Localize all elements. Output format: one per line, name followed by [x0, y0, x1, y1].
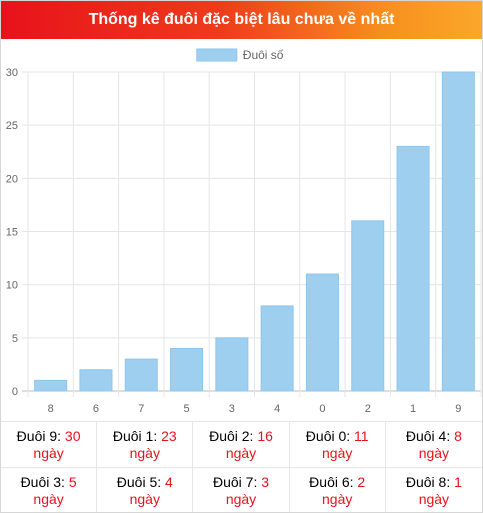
stat-value: 3	[261, 473, 270, 490]
stat-cell: Đuôi 6: 2 ngày	[289, 466, 386, 512]
legend-label: Đuôi số	[243, 48, 284, 62]
stat-unit: ngày	[33, 490, 64, 507]
stat-unit: ngày	[418, 445, 450, 461]
bar-8	[34, 379, 68, 392]
bar-1	[396, 145, 430, 392]
stat-value: 1	[454, 473, 462, 490]
y-tick-label: 0	[12, 386, 18, 398]
stat-unit: ngày	[225, 490, 257, 507]
y-tick-label: 15	[6, 227, 18, 239]
x-tick-label: 8	[48, 403, 54, 415]
y-tick-label: 20	[6, 173, 18, 185]
stat-cell: Đuôi 3: 5 ngày	[1, 466, 98, 512]
stat-value: 23	[161, 428, 177, 444]
stat-unit: ngày	[129, 445, 160, 461]
stat-unit: ngày	[322, 490, 353, 507]
y-tick-label: 5	[12, 333, 18, 345]
y-tick-label: 30	[6, 67, 18, 79]
stat-label: Đuôi 9:	[16, 428, 62, 444]
stat-label: Đuôi 4:	[405, 428, 451, 444]
stat-value: 16	[257, 428, 273, 444]
x-tick-label: 9	[455, 403, 461, 415]
chart-container: 0 5 10 15 20 25 30 8 6 7 5 3 4 0 2 1 9 Đuôi số	[1, 39, 482, 421]
y-tick-label: 10	[6, 280, 18, 292]
stat-label: Đuôi 8:	[405, 473, 451, 490]
bar-4	[260, 305, 294, 392]
bar-5	[170, 347, 204, 392]
stat-cell: Đuôi 0: 11 ngày	[289, 421, 386, 467]
bar-3	[215, 337, 249, 392]
bar-chart: 0 5 10 15 20 25 30 8 6 7 5 3 4 0 2 1 9 Đuôi số	[6, 48, 482, 415]
stat-cell: Đuôi 2: 16 ngày	[193, 421, 290, 467]
x-tick-label: 0	[319, 403, 325, 415]
stat-unit: ngày	[33, 445, 64, 461]
bar-2	[351, 220, 385, 392]
x-tick-label: 7	[138, 403, 144, 415]
stat-label: Đuôi 1:	[112, 428, 158, 444]
stat-cell: Đuôi 7: 3 ngày	[193, 466, 290, 512]
stat-label: Đuôi 5:	[116, 473, 162, 490]
widget-title: Thống kê đuôi đặc biệt lâu chưa về nhất	[88, 11, 395, 28]
stat-label: Đuôi 6:	[309, 473, 354, 490]
stat-cell: Đuôi 1: 23 ngày	[97, 421, 194, 467]
y-tick-label: 25	[6, 120, 18, 132]
stat-cell: Đuôi 4: 8 ngày	[385, 421, 482, 467]
stat-value: 8	[454, 428, 462, 444]
x-tick-label: 2	[365, 403, 371, 415]
stat-unit: ngày	[129, 490, 160, 507]
stat-label: Đuôi 2:	[209, 428, 254, 444]
legend-swatch	[196, 48, 238, 62]
x-tick-label: 6	[93, 403, 99, 415]
bar-0	[305, 273, 339, 392]
stats-table: Đuôi 9: 30 ngày Đuôi 1: 23 ngày Đuôi 2: 16…	[1, 421, 482, 512]
stat-value: 4	[165, 473, 173, 490]
x-tick-label: 4	[274, 403, 280, 415]
stat-value: 2	[357, 473, 366, 490]
stat-unit: ngày	[418, 490, 450, 507]
x-tick-label: 1	[410, 403, 416, 415]
stat-label: Đuôi 0:	[305, 428, 351, 444]
bar-6	[79, 369, 113, 392]
stat-cell: Đuôi 5: 4 ngày	[97, 466, 194, 512]
stat-unit: ngày	[322, 445, 353, 461]
stat-unit: ngày	[225, 445, 257, 461]
x-tick-label: 5	[183, 403, 189, 415]
bar-7	[124, 358, 158, 392]
bar-9	[441, 71, 475, 392]
stat-cell: Đuôi 8: 1 ngày	[385, 466, 482, 513]
stat-value: 5	[68, 473, 77, 490]
widget-header: Thống kê đuôi đặc biệt lâu chưa về nhất	[1, 1, 482, 39]
stat-cell: Đuôi 9: 30 ngày	[1, 421, 98, 467]
x-tick-label: 3	[229, 403, 235, 415]
stat-value: 30	[64, 428, 81, 444]
stat-value: 11	[354, 428, 369, 444]
stat-label: Đuôi 3:	[20, 473, 65, 490]
stat-label: Đuôi 7:	[212, 473, 258, 490]
